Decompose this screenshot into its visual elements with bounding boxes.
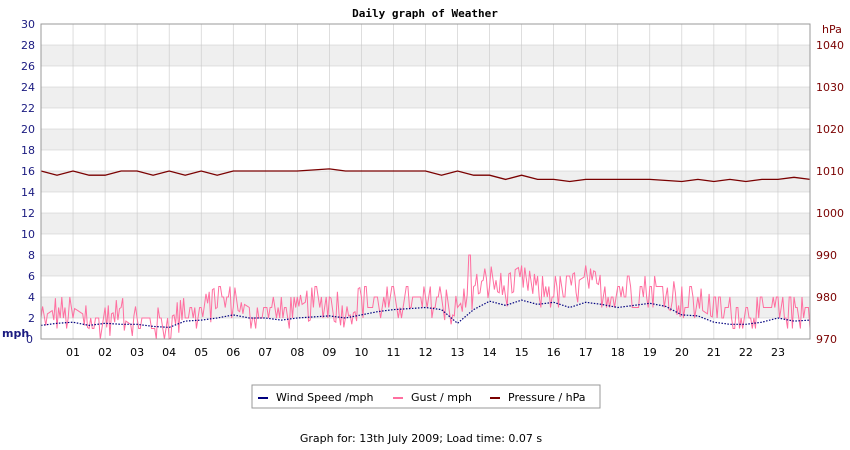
y-tick-label-right: 1040 xyxy=(816,39,844,52)
x-tick-label: 09 xyxy=(322,346,336,359)
y-tick-label-left: 14 xyxy=(21,186,35,199)
legend-box xyxy=(251,384,601,409)
legend: Wind Speed /mph Gust / mph Pressure / hPa xyxy=(251,384,601,409)
x-tick-label: 10 xyxy=(354,346,368,359)
y-tick-label-left: 0 xyxy=(26,333,33,346)
legend-items: Wind Speed /mph Gust / mph Pressure / hPa xyxy=(258,391,586,404)
y-tick-label-left: 22 xyxy=(21,102,35,115)
y-tick-label-left: 6 xyxy=(28,270,35,283)
x-tick-label: 20 xyxy=(675,346,689,359)
y-tick-label-left: 12 xyxy=(21,207,35,220)
x-tick-label: 04 xyxy=(162,346,176,359)
y-tick-label-left: 24 xyxy=(21,81,35,94)
y-tick-label-left: 20 xyxy=(21,123,35,136)
legend-label: Pressure / hPa xyxy=(508,391,586,404)
x-tick-labels: 01 02 03 04 05 06 07 08 09 10 11 12 13 14 15 16 17 18 19 20… xyxy=(66,346,785,359)
pressure-series-line xyxy=(40,168,811,183)
x-tick-label: 22 xyxy=(739,346,753,359)
y-tick-label-left: 16 xyxy=(21,165,35,178)
legend-gust: Gust / mph xyxy=(393,391,472,404)
x-tick-label: 14 xyxy=(483,346,497,359)
x-tick-label: 21 xyxy=(707,346,721,359)
right-y-tick-labels: 970 980 990 1000 1010 1020 1030 1040 xyxy=(816,39,844,346)
right-axis-unit: hPa xyxy=(822,23,842,36)
y-tick-label-right: 1000 xyxy=(816,207,844,220)
y-tick-label-left: 18 xyxy=(21,144,35,157)
legend-wind-speed: Wind Speed /mph xyxy=(258,391,374,404)
x-tick-label: 06 xyxy=(226,346,240,359)
y-tick-label-left: 28 xyxy=(21,39,35,52)
y-tick-label-right: 1030 xyxy=(816,81,844,94)
y-tick-label-left: 4 xyxy=(28,291,35,304)
y-tick-label-left: 8 xyxy=(28,249,35,262)
left-axis-unit: mph xyxy=(2,327,29,340)
plot-frame xyxy=(40,23,811,340)
wind-speed-series-line xyxy=(40,299,811,329)
x-tick-label: 11 xyxy=(386,346,400,359)
chart-title: Daily graph of Weather xyxy=(352,7,498,20)
x-tick-label: 23 xyxy=(771,346,785,359)
x-tick-label: 07 xyxy=(258,346,272,359)
x-tick-label: 16 xyxy=(547,346,561,359)
y-tick-label-left: 2 xyxy=(28,312,35,325)
y-tick-label-left: 10 xyxy=(21,228,35,241)
legend-label: Gust / mph xyxy=(411,391,472,404)
footer-text: Graph for: 13th July 2009; Load time: 0.… xyxy=(300,432,543,445)
x-tick-label: 01 xyxy=(66,346,80,359)
x-tick-label: 19 xyxy=(643,346,657,359)
x-tick-label: 15 xyxy=(515,346,529,359)
y-tick-label-right: 1010 xyxy=(816,165,844,178)
x-tick-label: 03 xyxy=(130,346,144,359)
x-tick-label: 17 xyxy=(579,346,593,359)
x-tick-label: 05 xyxy=(194,346,208,359)
legend-label: Wind Speed /mph xyxy=(276,391,374,404)
y-tick-label-right: 980 xyxy=(816,291,837,304)
y-tick-label-right: 970 xyxy=(816,333,837,346)
x-tick-label: 18 xyxy=(611,346,625,359)
vertical-gridlines xyxy=(40,24,811,339)
y-tick-label-right: 1020 xyxy=(816,123,844,136)
x-tick-label: 08 xyxy=(290,346,304,359)
y-tick-label-left: 26 xyxy=(21,60,35,73)
x-tick-label: 13 xyxy=(451,346,465,359)
x-tick-label: 12 xyxy=(419,346,433,359)
y-tick-label-right: 990 xyxy=(816,249,837,262)
legend-pressure: Pressure / hPa xyxy=(490,391,586,404)
x-tick-label: 02 xyxy=(98,346,112,359)
y-tick-label-left: 30 xyxy=(21,18,35,31)
